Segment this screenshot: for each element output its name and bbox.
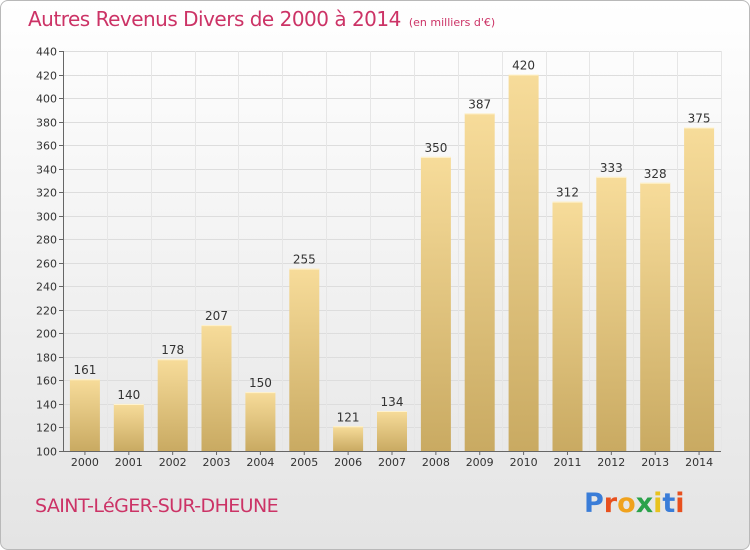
y-tick-label: 140 [36,399,57,412]
bar-value-label: 150 [249,376,272,390]
x-tick-label: 2010 [510,456,538,469]
bar [245,392,276,451]
bar-value-label: 420 [512,59,535,73]
y-tick-label: 120 [36,422,57,435]
y-tick-label: 340 [36,164,57,177]
brand-letter: x [635,488,654,519]
brand-letter: r [603,488,618,519]
y-tick-label: 100 [36,446,57,459]
x-tick-label: 2006 [334,456,362,469]
bar [157,359,188,451]
chart-title: Autres Revenus Divers de 2000 à 2014 [28,7,401,31]
y-tick-label: 240 [36,281,57,294]
brand-letter: t [662,488,676,519]
bar-value-label: 161 [73,363,96,377]
bar-value-label: 140 [117,388,140,402]
x-tick-label: 2012 [597,456,625,469]
y-tick-label: 300 [36,211,57,224]
x-tick-label: 2002 [159,456,187,469]
y-tick-label: 220 [36,305,57,318]
y-tick-label: 440 [36,46,57,59]
y-tick-label: 280 [36,234,57,247]
x-tick-label: 2007 [378,456,406,469]
bar-value-label: 375 [688,112,711,126]
bar-value-label: 312 [556,186,579,200]
bar [377,411,407,451]
bar [201,325,232,451]
x-tick-label: 2011 [554,456,582,469]
y-tick-label: 200 [36,328,57,341]
brand-letter: i [675,488,685,519]
y-tick-label: 160 [36,375,57,388]
labels: 100 120 140 160 180 200 220 240 260 280 300 320 340 3… [36,46,713,470]
x-tick-label: 2013 [641,456,669,469]
place-label: SAINT-LéGER-SUR-DHEUNE [35,495,279,517]
bar-value-label: 328 [644,167,667,181]
x-tick-label: 2005 [290,456,318,469]
x-tick-label: 2014 [685,456,713,469]
bar-value-label: 333 [600,161,623,175]
bar-value-label: 207 [205,309,228,323]
y-tick-label: 380 [36,117,57,130]
y-tick-label: 360 [36,140,57,153]
bar-value-label: 134 [381,395,404,409]
bar-value-label: 121 [337,410,360,424]
x-tick-label: 2003 [203,456,231,469]
y-tick-label: 400 [36,93,57,106]
y-tick-label: 420 [36,70,57,83]
y-tick-label: 320 [36,187,57,200]
bar [333,426,364,451]
bar [508,74,539,451]
brand-letter: o [617,488,636,519]
bar-value-label: 255 [293,253,316,267]
x-tick-label: 2004 [246,456,274,469]
brand-letter: i [653,488,663,519]
chart-subtitle: (en milliers d'€) [408,16,496,29]
bar [113,403,144,451]
bar [552,201,583,451]
x-tick-label: 2008 [422,456,450,469]
x-tick-label: 2001 [115,456,143,469]
bar-value-label: 350 [424,141,447,155]
y-tick-label: 180 [36,352,57,365]
bars [69,74,715,452]
bar-value-label: 387 [468,97,491,111]
y-tick-label: 260 [36,258,57,271]
bar [640,182,671,452]
bar [464,113,495,452]
chart-title-block: Autres Revenus Divers de 2000 à 2014 (en … [28,7,495,31]
bar [69,379,100,451]
x-tick-label: 2000 [71,456,99,469]
x-tick-label: 2009 [466,456,494,469]
brand-letter: P [584,488,604,519]
axes [59,51,721,455]
bar [289,268,320,451]
bar-value-label: 178 [161,343,184,357]
bar [420,156,451,451]
bar [684,127,715,451]
brand-logo: Proxiti [584,488,685,519]
bar [596,176,627,451]
